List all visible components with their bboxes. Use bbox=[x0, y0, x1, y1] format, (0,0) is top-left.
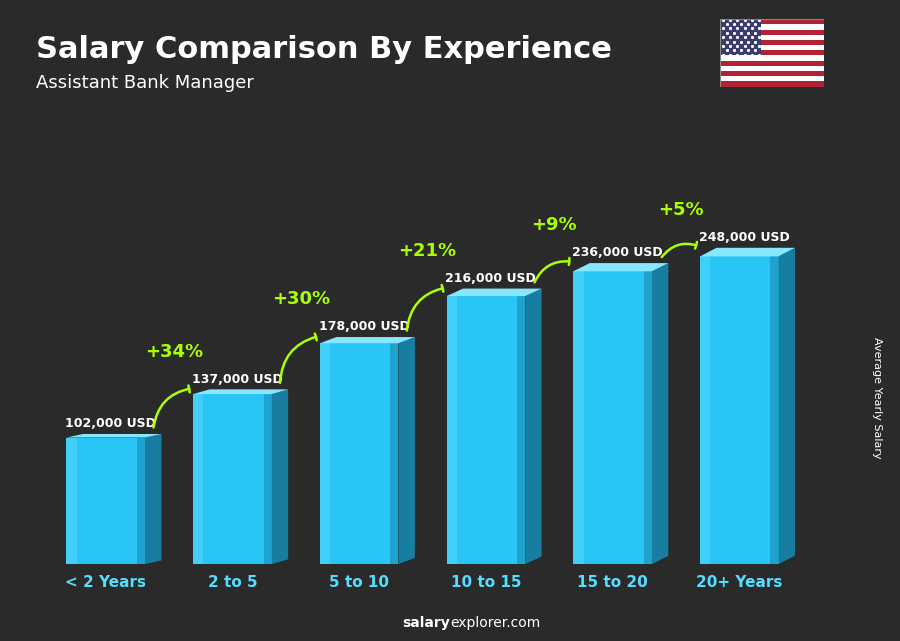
Text: +21%: +21% bbox=[399, 242, 456, 260]
Bar bbox=[264, 394, 272, 564]
Text: 137,000 USD: 137,000 USD bbox=[192, 372, 283, 386]
Bar bbox=[720, 19, 761, 56]
Bar bbox=[194, 394, 272, 564]
Polygon shape bbox=[778, 248, 795, 564]
Text: 248,000 USD: 248,000 USD bbox=[699, 231, 789, 244]
Bar bbox=[700, 256, 710, 564]
Bar bbox=[720, 81, 824, 87]
Bar bbox=[720, 61, 824, 66]
Bar bbox=[67, 438, 145, 564]
Text: +34%: +34% bbox=[145, 343, 203, 361]
Polygon shape bbox=[320, 337, 415, 343]
Text: 216,000 USD: 216,000 USD bbox=[446, 272, 536, 285]
Text: Salary Comparison By Experience: Salary Comparison By Experience bbox=[36, 35, 612, 64]
Polygon shape bbox=[272, 389, 288, 564]
Polygon shape bbox=[67, 434, 161, 438]
Bar bbox=[720, 50, 824, 56]
Polygon shape bbox=[700, 248, 795, 256]
Bar bbox=[720, 29, 824, 35]
Text: Assistant Bank Manager: Assistant Bank Manager bbox=[36, 74, 254, 92]
Bar bbox=[720, 66, 824, 71]
Text: explorer.com: explorer.com bbox=[450, 616, 540, 630]
Bar bbox=[720, 56, 824, 61]
Bar bbox=[720, 76, 824, 81]
Bar bbox=[720, 19, 824, 24]
Bar bbox=[517, 296, 525, 564]
Bar bbox=[446, 296, 457, 564]
Bar bbox=[720, 40, 824, 45]
Polygon shape bbox=[652, 263, 669, 564]
Bar bbox=[720, 35, 824, 40]
Bar bbox=[700, 256, 778, 564]
Bar bbox=[137, 438, 145, 564]
Text: 102,000 USD: 102,000 USD bbox=[65, 417, 156, 430]
Text: +5%: +5% bbox=[658, 201, 704, 219]
Polygon shape bbox=[573, 263, 669, 271]
Polygon shape bbox=[399, 337, 415, 564]
Bar bbox=[446, 296, 525, 564]
Bar bbox=[644, 271, 652, 564]
Text: +9%: +9% bbox=[531, 217, 577, 235]
Bar bbox=[320, 343, 330, 564]
Text: salary: salary bbox=[402, 616, 450, 630]
Text: +30%: +30% bbox=[272, 290, 329, 308]
Bar bbox=[391, 343, 399, 564]
Bar bbox=[573, 271, 583, 564]
Text: Average Yearly Salary: Average Yearly Salary bbox=[872, 337, 883, 458]
Polygon shape bbox=[525, 288, 542, 564]
Polygon shape bbox=[194, 389, 288, 394]
Bar bbox=[194, 394, 203, 564]
Bar bbox=[573, 271, 652, 564]
Bar bbox=[720, 24, 824, 29]
Polygon shape bbox=[145, 434, 161, 564]
Text: 236,000 USD: 236,000 USD bbox=[572, 246, 662, 260]
Bar bbox=[720, 71, 824, 76]
Text: 178,000 USD: 178,000 USD bbox=[319, 320, 410, 333]
Bar bbox=[67, 438, 76, 564]
Polygon shape bbox=[446, 288, 542, 296]
Bar bbox=[320, 343, 399, 564]
Bar bbox=[770, 256, 778, 564]
Bar bbox=[720, 45, 824, 50]
